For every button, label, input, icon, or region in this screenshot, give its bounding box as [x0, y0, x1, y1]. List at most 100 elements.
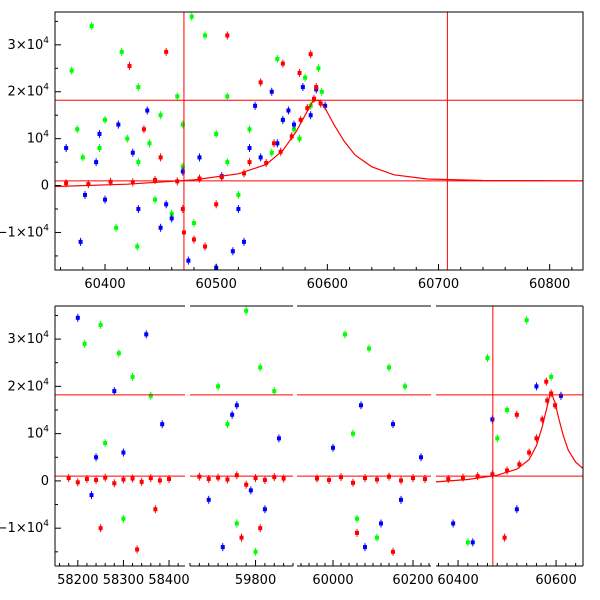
top-data-point [289, 134, 294, 139]
top-data-point [280, 117, 285, 122]
top-plot-frame [54, 11, 584, 271]
top-data-point [69, 68, 74, 73]
top-data-point [75, 127, 80, 132]
top-data-point [236, 192, 241, 197]
bottom-data-point [505, 408, 510, 412]
bottom-y-tick-label: 3×104 [8, 330, 50, 347]
bottom-data-point [502, 535, 507, 540]
bottom-data-point [514, 412, 519, 417]
bottom-data-point [355, 516, 359, 521]
bottom-data-point [153, 507, 158, 512]
bottom-x-tick-label: 60000 [312, 573, 353, 588]
bottom-data-point [540, 417, 545, 422]
top-data-point [280, 61, 285, 66]
top-data-point [175, 94, 180, 99]
bottom-data-point [234, 403, 239, 408]
top-data-point [180, 164, 185, 169]
bottom-data-point [157, 478, 162, 483]
bottom-data-point [339, 475, 343, 480]
bottom-x-tick-label: 60400 [437, 573, 478, 588]
bottom-data-point [148, 393, 153, 398]
top-data-point [180, 169, 185, 174]
top-data-point [191, 237, 196, 242]
bottom-data-point [234, 473, 239, 478]
bottom-x-tick-label: 60200 [392, 573, 433, 588]
bottom-data-point [549, 391, 554, 396]
bottom-data-point [244, 308, 249, 313]
bottom-data-point [327, 477, 331, 482]
bottom-data-point [234, 521, 239, 526]
top-y-tick-label: 2×104 [8, 83, 50, 100]
top-data-point [236, 207, 241, 212]
top-data-point [158, 225, 163, 230]
bottom-data-point [239, 535, 244, 540]
bottom-data-point [363, 476, 367, 481]
top-data-point [136, 85, 141, 90]
top-data-point [94, 160, 99, 165]
bottom-data-point [103, 475, 108, 480]
top-data-point [191, 221, 196, 226]
bottom-x-tick-label: 58200 [57, 573, 98, 588]
bottom-data-point [399, 497, 403, 502]
top-data-point [247, 127, 252, 132]
bottom-data-point [121, 477, 126, 482]
bottom-data-point [206, 497, 211, 502]
bottom-data-point [527, 450, 532, 455]
top-data-point [130, 180, 135, 185]
top-data-point [153, 177, 158, 182]
bottom-x-tick-label: 59800 [235, 573, 276, 588]
bottom-data-point [220, 545, 225, 550]
top-data-point [141, 127, 146, 132]
bottom-data-point [391, 549, 395, 554]
bottom-data-point [206, 477, 211, 482]
top-data-point [103, 117, 108, 122]
bottom-x-tick-label: 58400 [148, 573, 189, 588]
bottom-segment-3 [297, 330, 431, 556]
bottom-data-point [121, 516, 126, 521]
bottom-data-point [495, 436, 500, 441]
bottom-data-point [355, 530, 359, 535]
bottom-y-tick-label: 2×104 [8, 377, 50, 394]
bottom-data-point [351, 431, 355, 436]
top-data-point [269, 150, 274, 155]
bottom-data-point [465, 540, 470, 545]
top-data-point [214, 202, 219, 207]
top-data-point [311, 96, 316, 101]
bottom-data-point [524, 318, 529, 323]
top-data-point [247, 146, 252, 151]
bottom-data-point [130, 476, 135, 481]
top-data-point [169, 216, 174, 221]
bottom-data-point [411, 476, 415, 481]
bottom-data-point [545, 398, 550, 403]
bottom-segment-2 [190, 306, 293, 556]
top-y-tick-label: −1×104 [0, 223, 49, 240]
top-data-point [64, 146, 69, 151]
bottom-y-tick-label: −1×104 [0, 519, 49, 536]
top-data-point [127, 63, 132, 68]
top-data-point [225, 160, 230, 165]
top-data-point [89, 24, 94, 29]
bottom-data-point [253, 549, 258, 554]
top-data-point [305, 106, 310, 111]
bottom-data-point [331, 445, 335, 450]
bottom-data-point [359, 403, 363, 408]
top-data-point [271, 141, 276, 146]
top-data-point [219, 175, 224, 180]
bottom-data-point [514, 507, 519, 512]
top-data-point [297, 136, 302, 141]
top-data-point [136, 207, 141, 212]
top-data-point [125, 136, 130, 141]
top-data-point [103, 197, 108, 202]
top-data-point [119, 49, 124, 54]
top-data-point [108, 179, 113, 184]
bottom-data-point [253, 476, 258, 481]
bottom-data-point [130, 374, 135, 379]
bottom-data-point [225, 422, 230, 427]
bottom-data-point [363, 545, 367, 550]
bottom-x-tick-label: 58300 [103, 573, 144, 588]
bottom-data-point [89, 493, 94, 498]
bottom-data-point [558, 393, 563, 398]
top-data-point [214, 131, 219, 136]
top-data-point [164, 202, 169, 207]
bottom-data-point [84, 477, 89, 482]
